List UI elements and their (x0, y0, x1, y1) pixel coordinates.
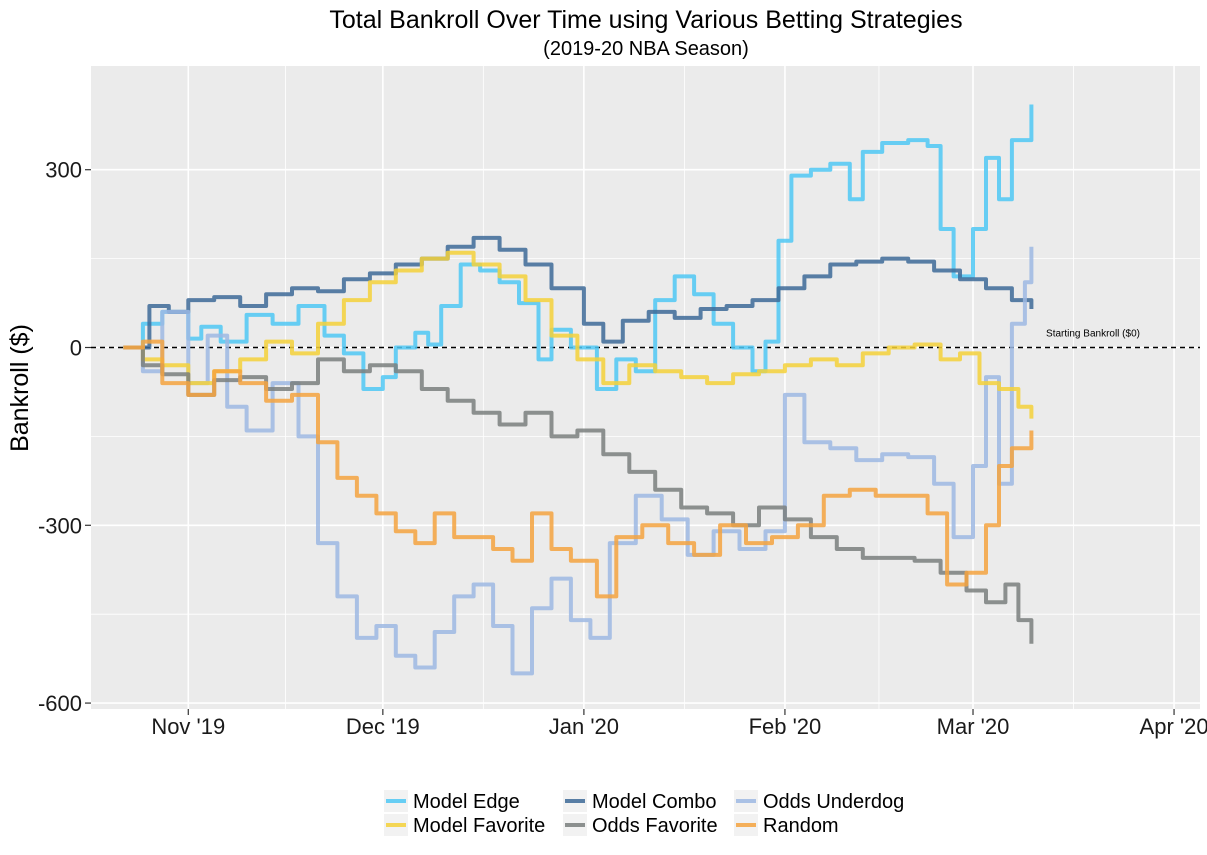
series-line-model-combo (123, 235, 1034, 350)
legend-label: Model Favorite (413, 815, 545, 837)
series-line-random (123, 339, 1034, 599)
y-tick-label: 0 (70, 335, 82, 360)
y-axis-label: Bankroll ($) (6, 324, 34, 452)
reference-line-layer: Starting Bankroll ($0) (91, 328, 1200, 349)
x-tick-label: Feb '20 (749, 714, 822, 739)
y-tick-label: 300 (45, 158, 82, 183)
series-line-model-edge (123, 104, 1034, 391)
x-tick-label: Apr '20 (1140, 714, 1207, 739)
series-line-odds-favorite (123, 345, 1034, 644)
legend-label: Random (763, 815, 839, 837)
chart-title: Total Bankroll Over Time using Various B… (329, 6, 962, 34)
y-tick-label: -300 (38, 513, 82, 538)
x-tick-label: Dec '19 (346, 714, 420, 739)
legend-label: Model Edge (413, 791, 520, 813)
plot-panel (91, 66, 1200, 709)
y-tick-label: -600 (38, 691, 82, 716)
axis-layer: 300 0 -300 -600 Nov '19 Dec '19 Jan '20 Feb '20… (38, 158, 1207, 739)
x-tick-label: Jan '20 (549, 714, 619, 739)
x-tick-label: Nov '19 (151, 714, 225, 739)
legend-label: Model Combo (592, 791, 717, 813)
legend-label: Odds Favorite (592, 815, 718, 837)
legend-label: Odds Underdog (763, 791, 904, 813)
starting-bankroll-label: Starting Bankroll ($0) (1046, 328, 1140, 339)
chart-subtitle: (2019-20 NBA Season) (543, 38, 749, 60)
series-layer (123, 104, 1034, 676)
series-line-model-favorite (123, 250, 1034, 419)
x-tick-label: Mar '20 (937, 714, 1010, 739)
series-line-odds-underdog (123, 246, 1034, 676)
